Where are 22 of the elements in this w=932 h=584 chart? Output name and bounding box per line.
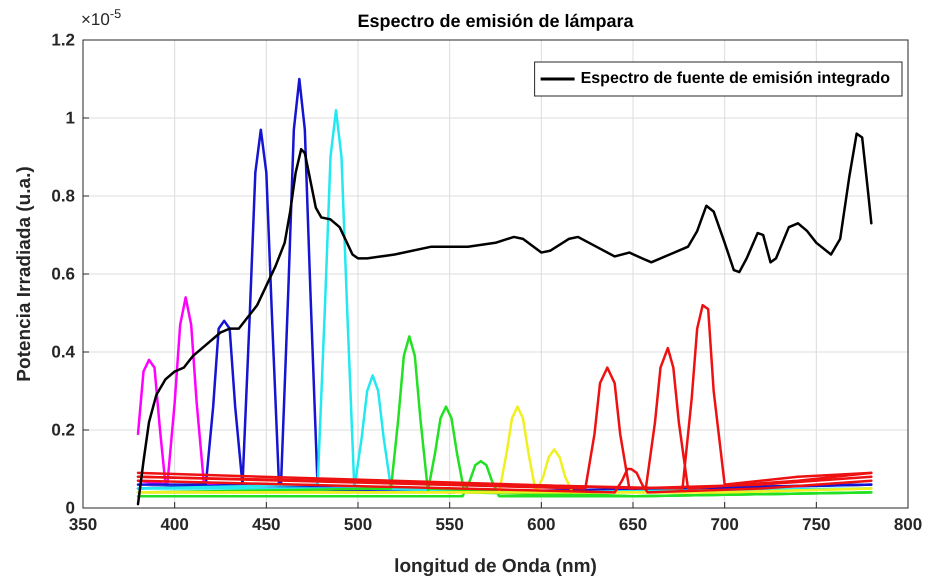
x-tick-label: 650 bbox=[618, 515, 648, 534]
y-tick-label: 0.2 bbox=[51, 420, 75, 440]
x-tick-label: 450 bbox=[252, 515, 281, 534]
y-tick-label: 0.6 bbox=[51, 264, 75, 284]
y-tick-label: 0.8 bbox=[51, 186, 75, 206]
x-tick-label: 550 bbox=[435, 515, 464, 534]
x-tick-label: 350 bbox=[68, 515, 98, 534]
chart-title: Espectro de emisión de lámpara bbox=[357, 11, 635, 31]
x-tick-label: 750 bbox=[802, 515, 831, 534]
legend-label: Espectro de fuente de emisión integrado bbox=[580, 70, 890, 88]
y-tick-label: 1 bbox=[66, 108, 75, 128]
x-tick-label: 600 bbox=[527, 515, 556, 534]
x-tick-label: 700 bbox=[710, 515, 739, 534]
y-axis-title: Potencia Irradiada (u.a.) bbox=[14, 166, 35, 382]
x-tick-label: 400 bbox=[160, 515, 189, 534]
x-axis-title: longitud de Onda (nm) bbox=[394, 556, 597, 577]
text: ×10$^{-5}$ bbox=[81, 6, 122, 29]
y-tick-label: 0.4 bbox=[51, 342, 76, 362]
x-tick-label: 800 bbox=[894, 515, 922, 534]
y-tick-label: 1.2 bbox=[51, 30, 75, 50]
x-tick-label: 500 bbox=[344, 515, 372, 534]
y-tick-label: 0 bbox=[66, 498, 75, 518]
